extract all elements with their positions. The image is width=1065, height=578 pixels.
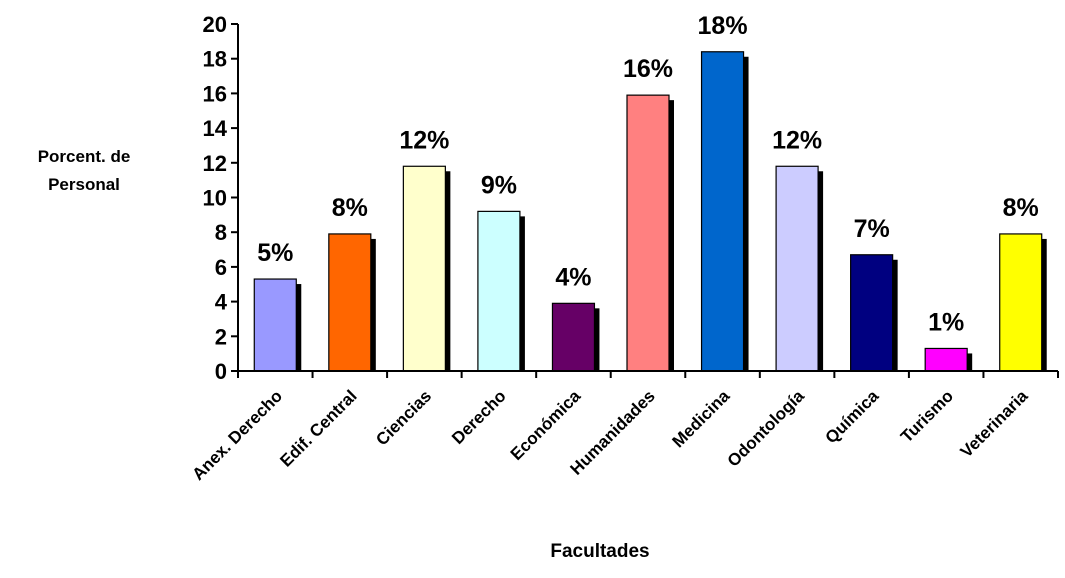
y-tick-label: 20	[203, 12, 227, 37]
data-label: 9%	[481, 171, 517, 199]
x-tick-label: Anex. Derecho	[188, 386, 286, 484]
data-label: 1%	[928, 308, 964, 336]
y-tick-label: 18	[203, 47, 227, 72]
y-tick-label: 8	[215, 220, 227, 245]
data-label: 8%	[332, 194, 368, 222]
x-tick-label: Medicina	[668, 386, 733, 451]
bars-group	[253, 51, 1047, 372]
y-tick-label: 4	[215, 290, 228, 315]
y-tick-label: 0	[215, 359, 227, 384]
data-label: 4%	[555, 263, 591, 291]
x-tick-label: Ciencias	[372, 386, 435, 449]
axes-group	[231, 23, 1059, 378]
bar	[253, 278, 297, 372]
x-axis-title: Facultades	[550, 541, 650, 562]
bar	[402, 165, 446, 372]
x-tick-label: Odontología	[724, 386, 809, 471]
y-tick-label: 10	[203, 186, 227, 211]
y-tick-label: 14	[203, 116, 228, 141]
x-tick-label: Turismo	[897, 386, 957, 446]
labels-group: 5% Anex. Derecho 8% Edif. Central 12% Ciencia…	[188, 12, 1038, 484]
y-axis-title-line-2: Personal	[48, 175, 120, 194]
data-label: 12%	[772, 126, 822, 154]
y-tick-label: 2	[215, 324, 227, 349]
y-tick-label: 16	[203, 81, 227, 106]
bar	[551, 302, 596, 372]
y-tick-label: 6	[215, 255, 227, 280]
data-label: 7%	[854, 215, 890, 243]
bar	[626, 94, 670, 372]
bar	[999, 233, 1043, 372]
bar	[924, 347, 968, 372]
bar	[477, 210, 521, 372]
x-tick-label: Edif. Central	[276, 386, 360, 470]
x-tick-label: Derecho	[448, 386, 510, 448]
bar	[850, 254, 894, 372]
bar	[775, 165, 819, 372]
y-tick-label: 12	[203, 151, 227, 176]
bar	[700, 51, 745, 372]
data-label: 16%	[623, 55, 673, 83]
y-axis-title: Porcent. de Personal	[0, 143, 168, 199]
data-label: 12%	[399, 126, 449, 154]
x-tick-label: Económica	[507, 386, 585, 464]
data-label: 18%	[698, 12, 748, 40]
x-tick-label: Química	[822, 386, 883, 447]
data-label: 5%	[257, 239, 293, 267]
y-axis-title-line-1: Porcent. de	[37, 147, 131, 166]
x-tick-label: Veterinaria	[957, 386, 1032, 461]
bar	[328, 233, 372, 372]
data-label: 8%	[1003, 194, 1039, 222]
